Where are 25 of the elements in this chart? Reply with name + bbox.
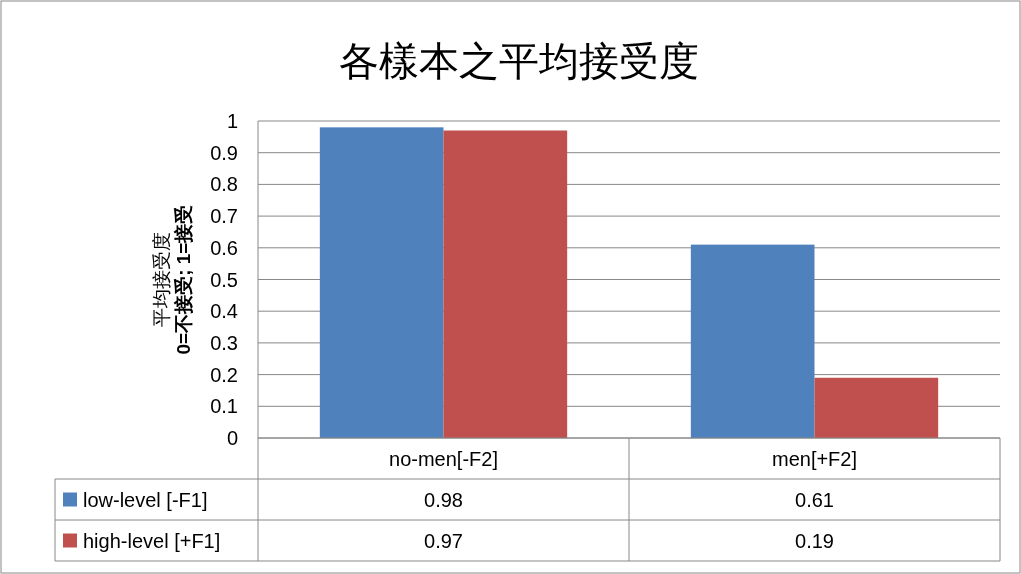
y-tick-label: 0.7 [210,205,238,228]
data-label: 0.98 [424,488,463,511]
bar [690,244,815,438]
y-tick-label: 0.1 [210,395,238,418]
bar [814,377,939,438]
x-tick-label: no-men[-F2] [389,447,498,470]
y-tick-label: 0.5 [210,268,238,291]
y-tick-label: 0.8 [210,173,238,196]
legend-label: low-level [-F1] [83,488,208,511]
y-tick-label: 0.2 [210,363,238,386]
data-label: 0.19 [795,529,834,552]
y-tick-label: 0.4 [210,300,238,323]
bar [443,130,568,438]
data-label: 0.97 [424,529,463,552]
legend-label: high-level [+F1] [83,529,221,552]
chart-title: 各樣本之平均接受度 [339,39,699,83]
y-tick-label: 0.9 [210,141,238,164]
x-tick-label: men[+F2] [771,447,858,470]
y-axis-title: 平均接受度 0=不接受; 1=接受 [151,204,194,355]
y-tick-label: 0.3 [210,331,238,354]
y-tick-label: 1 [226,110,238,132]
y-tick-label: 0.6 [210,236,238,259]
y-tick-label: 0 [226,427,238,449]
bar [319,127,444,438]
data-label: 0.61 [795,488,834,511]
